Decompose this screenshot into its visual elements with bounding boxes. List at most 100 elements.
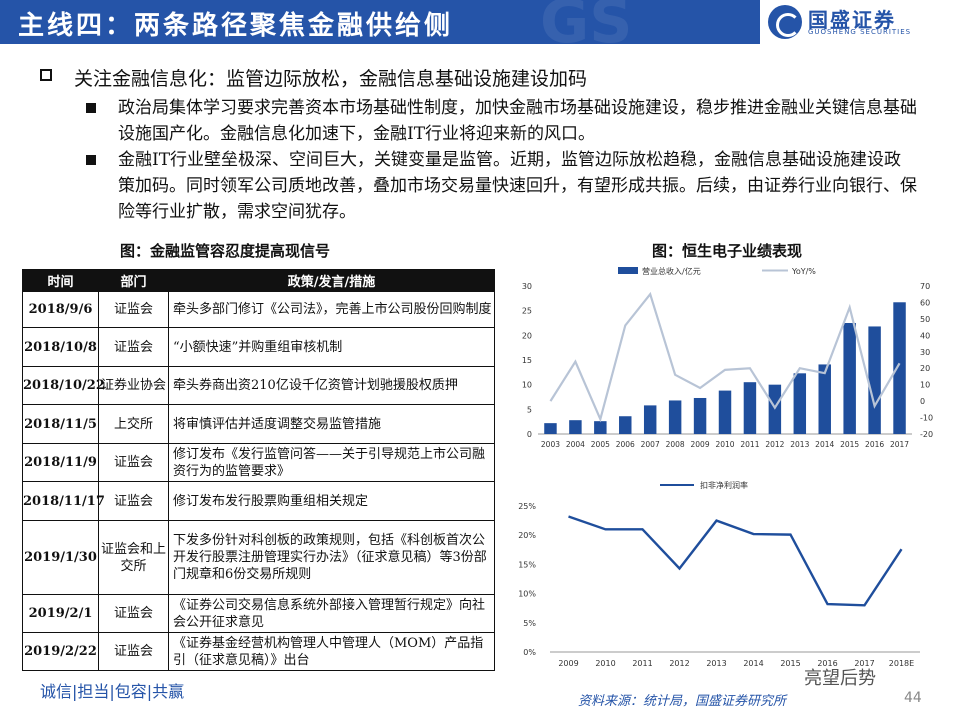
x-tick-label: 2009 <box>691 440 710 449</box>
header-bar: 主线四：两条路径聚焦金融供给侧 GS 国盛证券 GUOSHENG SECURIT… <box>0 0 960 52</box>
y-left-tick: 25 <box>522 307 532 316</box>
sub-bullet-1-text: 政治局集体学习要求完善资本市场基础性制度，加快金融市场基础设施建设，稳步推进金融… <box>118 98 917 144</box>
y-right-tick: -10 <box>920 414 933 423</box>
row-policy: 下发多份针对科创板的政策规则，包括《科创板首次公开发行股票注册管理实行办法》（征… <box>168 520 495 595</box>
row-policy: 将审慎评估并适度调整交易监管措施 <box>168 404 495 444</box>
x-tick-label: 2009 <box>558 659 578 668</box>
y-right-tick: 70 <box>920 282 930 291</box>
chart-caption: 图：恒生电子业绩表现 <box>652 242 803 260</box>
row-date: 2018/11/5 <box>22 404 99 444</box>
y-tick-label: 0% <box>523 648 536 657</box>
row-dept: 证监会 <box>98 327 169 367</box>
x-tick-label: 2011 <box>632 659 652 668</box>
legend-label-revenue: 营业总收入/亿元 <box>642 266 701 276</box>
company-logo: 国盛证券 GUOSHENG SECURITIES <box>760 0 960 44</box>
row-date: 2018/10/8 <box>22 327 99 367</box>
revenue-bar <box>619 416 632 434</box>
table-row: 2018/10/22 证券业协会 牵头券商出资210亿设千亿资管计划驰援股权质押 <box>22 366 495 405</box>
margin-chart: 扣非净利润率 0% 5% 10% 15% 20% 25% 2009 2010 2011 2012 20… <box>518 480 920 668</box>
row-dept: 证监会 <box>98 481 169 521</box>
table-header-row: 时间 部门 政策/发言/措施 <box>22 269 495 292</box>
row-dept: 上交所 <box>98 404 169 444</box>
row-policy: 牵头多部门修订《公司法》，完善上市公司股份回购制度 <box>168 291 495 328</box>
header-policy: 政策/发言/措施 <box>168 269 495 292</box>
row-date: 2018/10/22 <box>22 366 105 405</box>
x-tick-label: 2014 <box>815 440 834 449</box>
revenue-bar <box>544 423 557 434</box>
sub-bullet-2-text: 金融IT行业壁垒极深、空间巨大，关键变量是监管。近期，监管边际放松趋稳，金融信息… <box>118 150 917 222</box>
y-left-tick: 20 <box>522 331 532 340</box>
revenue-bar <box>718 390 732 434</box>
revenue-bar <box>818 364 831 434</box>
y-right-tick: 0 <box>920 397 925 406</box>
table-row: 2018/9/6 证监会 牵头多部门修订《公司法》，完善上市公司股份回购制度 <box>22 291 495 328</box>
y-right-tick: 20 <box>920 364 930 373</box>
y-left-tick: 30 <box>522 282 532 291</box>
row-policy: “小额快速”并购重组审核机制 <box>168 327 495 367</box>
x-tick-label: 2014 <box>743 659 763 668</box>
row-date: 2019/2/1 <box>22 594 99 633</box>
y-tick-label: 5% <box>523 619 536 628</box>
table-row: 2019/2/1 证监会 《证券公司交易信息系统外部接入管理暂行规定》向社会公开… <box>22 594 495 633</box>
table-row: 2018/10/8 证监会 “小额快速”并购重组审核机制 <box>22 327 495 367</box>
watermark: 亮望后势 <box>804 668 876 689</box>
x-tick-label: 2017 <box>890 440 909 449</box>
x-tick-label: 2008 <box>666 440 685 449</box>
logo-mark-icon <box>768 5 802 39</box>
y-tick-label: 15% <box>518 560 536 569</box>
revenue-chart: 营业总收入/亿元 YoY/% 0 5 10 15 20 25 30 -20 -10 0 10 20 30 40… <box>522 266 933 449</box>
x-tick-label: 2016 <box>817 659 837 668</box>
table-row: 2018/11/5 上交所 将审慎评估并适度调整交易监管措施 <box>22 404 495 444</box>
x-tick-label: 2016 <box>865 440 884 449</box>
header-date: 时间 <box>22 269 99 292</box>
row-date: 2019/2/22 <box>22 632 99 671</box>
x-tick-label: 2005 <box>591 440 610 449</box>
row-dept: 证监会 <box>98 443 169 482</box>
logo-name: 国盛证券 <box>808 8 896 32</box>
square-bullet-icon <box>86 103 96 113</box>
margin-line <box>568 515 903 607</box>
revenue-bar <box>843 323 856 434</box>
revenue-bar <box>643 405 657 434</box>
row-date: 2018/9/6 <box>22 291 99 328</box>
row-policy: 《证券公司交易信息系统外部接入管理暂行规定》向社会公开征求意见 <box>168 594 495 633</box>
row-dept: 证监会 <box>98 594 169 633</box>
x-tick-label: 2010 <box>595 659 615 668</box>
y-right-tick: 60 <box>920 298 930 307</box>
revenue-bar <box>743 382 757 434</box>
x-tick-label: 2012 <box>669 659 689 668</box>
y-left-tick: 10 <box>522 381 532 390</box>
table-caption: 图：金融监管容忍度提高现信号 <box>120 242 331 260</box>
legend-label-yoy: YoY/% <box>791 267 816 276</box>
revenue-bar <box>868 326 881 434</box>
x-tick-label: 2010 <box>715 440 734 449</box>
revenue-bar <box>793 373 807 434</box>
x-tick-label: 2017 <box>854 659 874 668</box>
x-tick-label: 2013 <box>706 659 726 668</box>
table-row: 2019/1/30 证监会和上交所 下发多份针对科创板的政策规则，包括《科创板首… <box>22 520 495 595</box>
row-policy: 牵头券商出资210亿设千亿资管计划驰援股权质押 <box>168 366 495 405</box>
y-tick-label: 10% <box>518 590 536 599</box>
revenue-bar <box>569 420 582 434</box>
y-tick-label: 20% <box>518 531 536 540</box>
y-right-tick: 40 <box>920 331 930 340</box>
y-tick-label: 25% <box>518 502 536 511</box>
x-tick-label: 2013 <box>790 440 809 449</box>
x-tick-label: 2015 <box>780 659 800 668</box>
policy-table: 时间 部门 政策/发言/措施 2018/9/6 证监会 牵头多部门修订《公司法》… <box>22 269 495 671</box>
x-tick-label: 2004 <box>566 440 585 449</box>
page-title: 主线四：两条路径聚焦金融供给侧 <box>18 11 454 41</box>
revenue-bar <box>693 397 707 434</box>
x-tick-label: 2011 <box>740 440 759 449</box>
legend-swatch-revenue <box>618 267 638 274</box>
revenue-bar <box>893 302 906 434</box>
yoy-line <box>549 291 901 423</box>
row-date: 2018/11/17 <box>22 481 105 521</box>
y-right-tick: -20 <box>920 430 933 439</box>
hollow-square-bullet-icon <box>40 69 52 81</box>
row-policy: 修订发布发行股票购重组相关规定 <box>168 481 495 521</box>
row-date: 2019/1/30 <box>22 520 99 595</box>
revenue-bar <box>594 421 607 434</box>
y-right-tick: 10 <box>920 381 930 390</box>
square-bullet-icon <box>86 155 96 165</box>
